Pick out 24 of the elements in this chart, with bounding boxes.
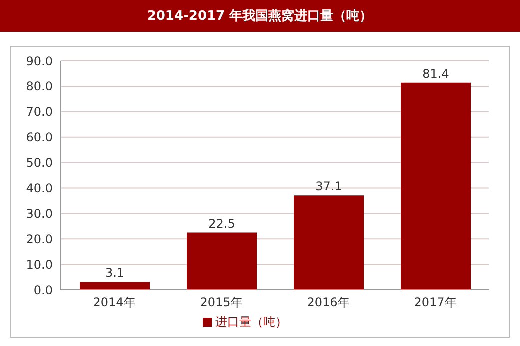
y-tick-label: 0.0 [34, 283, 53, 298]
y-tick-label: 40.0 [26, 181, 53, 196]
data-label: 3.1 [105, 266, 125, 280]
y-tick-label: 10.0 [26, 258, 53, 272]
y-tick-label: 20.0 [26, 232, 53, 246]
bar [80, 282, 150, 290]
y-tick-label: 90.0 [26, 54, 53, 68]
y-tick-label: 60.0 [26, 130, 53, 145]
data-label: 81.4 [422, 66, 450, 81]
x-tick-label: 2015年 [200, 296, 243, 310]
chart-title: 2014-2017 年我国燕窝进口量（吨） [0, 0, 520, 32]
bar [401, 82, 471, 290]
data-label: 37.1 [316, 180, 342, 194]
legend-label: 进口量（吨） [216, 315, 288, 329]
y-tick-label: 80.0 [26, 80, 53, 94]
bar [187, 232, 257, 290]
data-label: 22.5 [208, 216, 236, 231]
bar [294, 196, 364, 290]
x-tick-label: 2014年 [93, 296, 136, 310]
y-tick-label: 50.0 [26, 156, 53, 170]
x-tick-label: 2017年 [414, 296, 457, 310]
y-tick-label: 30.0 [26, 206, 53, 221]
y-tick-label: 70.0 [26, 105, 53, 120]
x-tick-label: 2016年 [307, 296, 350, 310]
